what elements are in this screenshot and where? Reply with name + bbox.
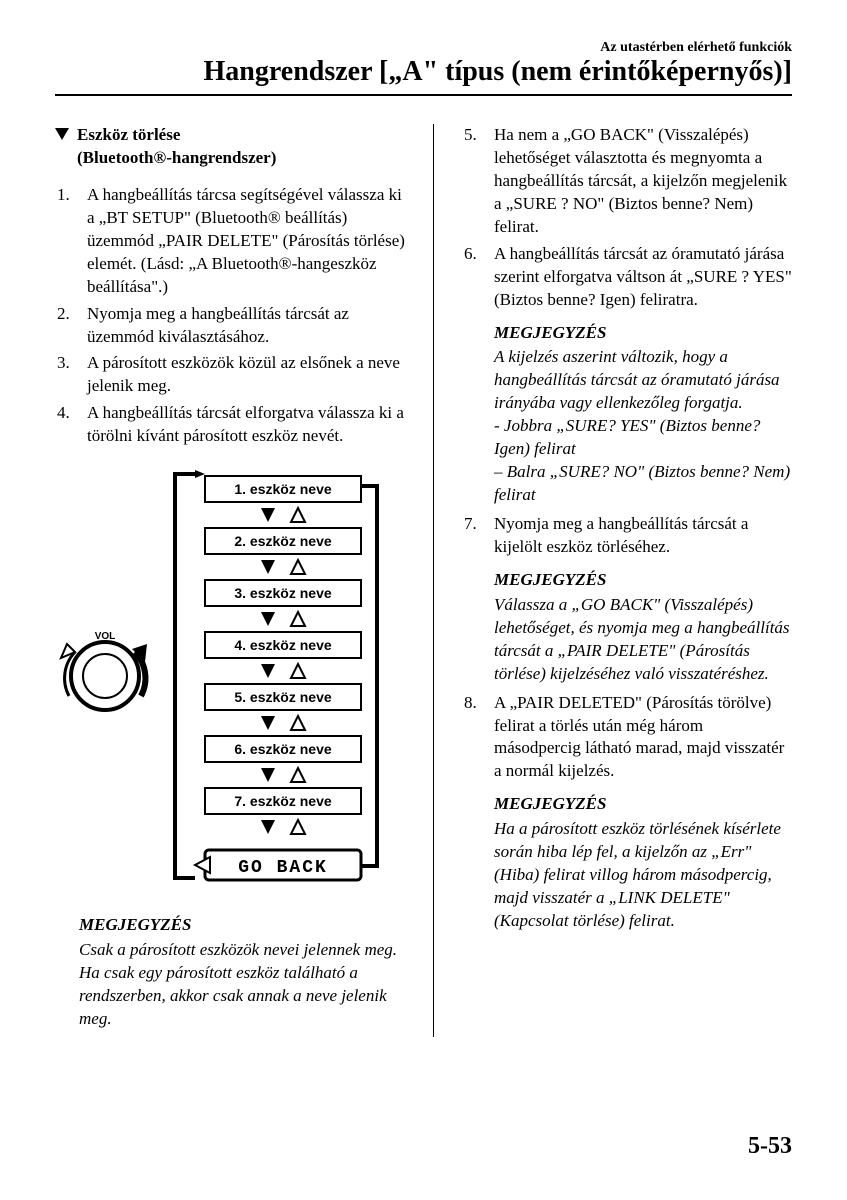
right-step-list-7: Nyomja meg a hangbeállítás tárcsát a kij… bbox=[462, 513, 792, 559]
note-heading: MEGJEGYZÉS bbox=[55, 914, 405, 937]
arrow-up-outline-icon bbox=[291, 508, 305, 522]
note-text: Csak a párosított eszközök nevei jelenne… bbox=[55, 939, 405, 1031]
note-text: Ha a párosított eszköz törlésének kísérl… bbox=[462, 818, 792, 933]
device-label: 5. eszköz neve bbox=[234, 689, 331, 705]
device-label: 2. eszköz neve bbox=[234, 533, 331, 549]
arrow-right-icon bbox=[195, 470, 205, 478]
arrow-down-solid-icon bbox=[261, 664, 275, 678]
arrow-up-outline-icon bbox=[291, 820, 305, 834]
step-item: Nyomja meg a hangbeállítás tárcsát a kij… bbox=[462, 513, 792, 559]
step-item: Ha nem a „GO BACK" (Visszalépés) lehetős… bbox=[462, 124, 792, 239]
step-item: A hangbeállítás tárcsát elforgatva válas… bbox=[55, 402, 405, 448]
note-text: Válassza a „GO BACK" (Visszalépés) lehet… bbox=[462, 594, 792, 686]
device-label: 7. eszköz neve bbox=[234, 793, 331, 809]
step-item: Nyomja meg a hangbeállítás tárcsát az üz… bbox=[55, 303, 405, 349]
step-item: A párosított eszközök közül az elsőnek a… bbox=[55, 352, 405, 398]
note-heading: MEGJEGYZÉS bbox=[462, 793, 792, 816]
section-title-text: Eszköz törlése (Bluetooth®-hangrendszer) bbox=[77, 124, 276, 170]
column-divider bbox=[433, 124, 434, 1037]
right-column: Ha nem a „GO BACK" (Visszalépés) lehetős… bbox=[462, 124, 792, 1037]
left-step-list: A hangbeállítás tárcsa segítségével vála… bbox=[55, 184, 405, 448]
right-step-list: Ha nem a „GO BACK" (Visszalépés) lehetős… bbox=[462, 124, 792, 312]
arrow-down-solid-icon bbox=[261, 560, 275, 574]
arrow-left-outline-icon bbox=[195, 857, 210, 873]
arrow-up-outline-icon bbox=[291, 716, 305, 730]
header-title: Hangrendszer [„A" típus (nem érintőképer… bbox=[55, 56, 792, 96]
right-step-list-8: A „PAIR DELETED" (Párosítás törölve) fel… bbox=[462, 692, 792, 784]
loop-left-bracket bbox=[175, 474, 195, 878]
arrow-up-outline-icon bbox=[291, 560, 305, 574]
arrow-up-outline-icon bbox=[291, 612, 305, 626]
content-columns: Eszköz törlése (Bluetooth®-hangrendszer)… bbox=[55, 124, 792, 1037]
arrow-down-solid-icon bbox=[261, 820, 275, 834]
diagram-svg: VOL 1. eszköz neve 2. eszköz neve 3. eszkö… bbox=[55, 466, 405, 896]
arrow-down-solid-icon bbox=[261, 612, 275, 626]
step-item: A hangbeállítás tárcsa segítségével vála… bbox=[55, 184, 405, 299]
arrow-up-outline-icon bbox=[291, 664, 305, 678]
loop-right-bracket bbox=[361, 486, 377, 866]
triangle-down-icon bbox=[55, 126, 69, 149]
device-label: 1. eszköz neve bbox=[234, 481, 331, 497]
note-text: A kijelzés aszerint változik, hogy a han… bbox=[462, 346, 792, 507]
step-item: A hangbeállítás tárcsát az óramutató jár… bbox=[462, 243, 792, 312]
step-item: A „PAIR DELETED" (Párosítás törölve) fel… bbox=[462, 692, 792, 784]
device-label: 3. eszköz neve bbox=[234, 585, 331, 601]
page-header: Az utastérben elérhető funkciók Hangrend… bbox=[55, 40, 792, 96]
section-title: Eszköz törlése (Bluetooth®-hangrendszer) bbox=[55, 124, 405, 170]
arrow-up-outline-icon bbox=[291, 768, 305, 782]
header-subtitle: Az utastérben elérhető funkciók bbox=[55, 40, 792, 56]
arrow-down-solid-icon bbox=[261, 508, 275, 522]
go-back-label: GO BACK bbox=[238, 858, 328, 878]
note-heading: MEGJEGYZÉS bbox=[462, 569, 792, 592]
arrow-down-solid-icon bbox=[261, 716, 275, 730]
vol-knob-icon: VOL bbox=[61, 631, 147, 710]
left-column: Eszköz törlése (Bluetooth®-hangrendszer)… bbox=[55, 124, 405, 1037]
arrow-down-solid-icon bbox=[261, 768, 275, 782]
page-number: 5-53 bbox=[748, 1133, 792, 1160]
device-list-diagram: VOL 1. eszköz neve 2. eszköz neve 3. eszkö… bbox=[55, 466, 405, 896]
note-heading: MEGJEGYZÉS bbox=[462, 322, 792, 345]
device-label: 6. eszköz neve bbox=[234, 741, 331, 757]
vol-label: VOL bbox=[95, 631, 116, 642]
device-label: 4. eszköz neve bbox=[234, 637, 331, 653]
